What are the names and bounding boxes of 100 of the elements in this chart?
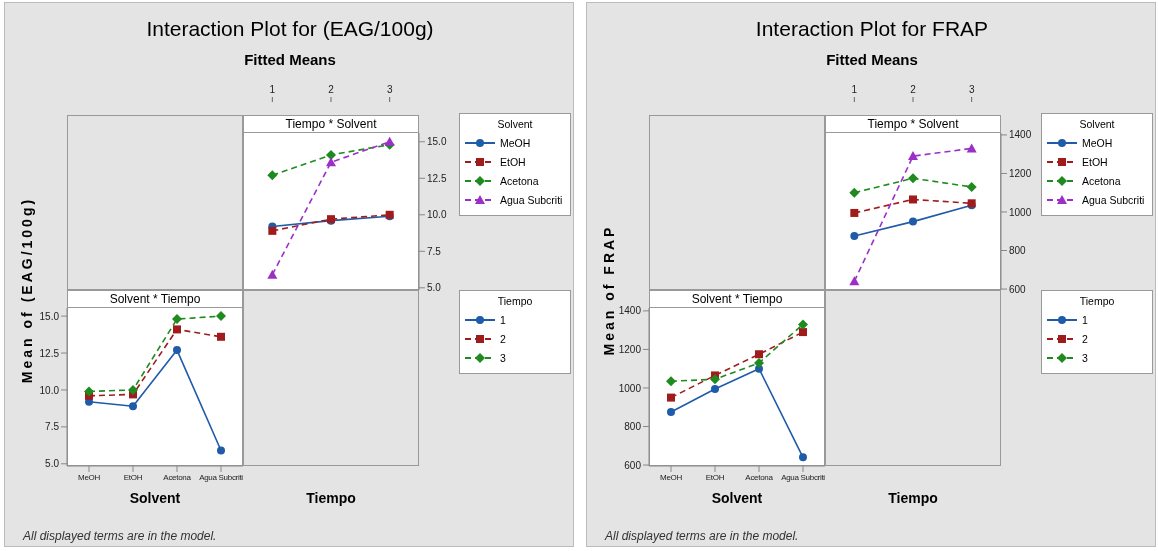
y-tick-label: 15.0 — [427, 136, 447, 148]
legend-label: Agua Subcriti — [1082, 193, 1145, 206]
point — [850, 232, 859, 241]
x-axis-title: Tiempo — [305, 490, 357, 506]
x-tick-label: Agua Subcriti — [781, 472, 826, 482]
point — [909, 217, 917, 226]
y-tick-label: 12.5 — [427, 172, 447, 184]
legend-label: Acetona — [1082, 174, 1121, 187]
point — [268, 226, 277, 235]
x-tick-label: 3 — [968, 84, 975, 95]
point — [216, 311, 226, 322]
point — [966, 143, 977, 153]
x-tick-label: EtOH — [123, 472, 143, 482]
legend-title: Solvent — [496, 118, 534, 130]
x-tick-label: 2 — [910, 84, 917, 95]
point — [84, 386, 94, 397]
x-tick-label: MeOH — [78, 472, 101, 482]
point — [173, 325, 181, 334]
y-tick-label: 600 — [624, 459, 642, 471]
legend-label: EtOH — [500, 155, 526, 168]
y-tick-label: 1000 — [618, 382, 642, 394]
point — [384, 136, 395, 146]
point — [850, 208, 859, 217]
legend-title: Solvent — [1078, 118, 1116, 130]
y-tick-label: 10.0 — [39, 384, 60, 396]
point — [666, 376, 676, 387]
legend-label: 3 — [500, 351, 506, 364]
point — [909, 195, 917, 204]
x-tick-label: 1 — [851, 84, 858, 95]
x-axis-title: Tiempo — [887, 490, 939, 506]
point — [711, 384, 719, 393]
legend-label: Acetona — [500, 174, 539, 187]
point — [908, 151, 918, 161]
y-tick-label: 5.0 — [427, 282, 442, 294]
chart-subtitle: Fitted Means — [243, 51, 337, 68]
text: Tiempo * Solvent — [825, 115, 1001, 133]
point — [667, 393, 675, 402]
x-axis-title: Solvent — [710, 490, 764, 506]
y-tick-label: 1200 — [1009, 168, 1032, 179]
y-tick-label: 7.5 — [45, 421, 60, 433]
text: Solvent * Tiempo — [649, 290, 825, 308]
x-tick-label: 2 — [328, 84, 335, 95]
text: Tiempo * Solvent — [243, 115, 419, 133]
legend-label: 2 — [1082, 332, 1088, 345]
point — [798, 319, 808, 330]
x-tick-label: Acetona — [163, 472, 192, 482]
legend-label: 3 — [1082, 351, 1088, 364]
point — [849, 276, 860, 286]
point — [172, 314, 182, 325]
point — [326, 149, 336, 160]
point — [667, 408, 675, 417]
y-tick-label: 1200 — [618, 343, 642, 355]
point — [966, 181, 977, 192]
chart-title: Interaction Plot for FRAP — [754, 17, 990, 41]
y-tick-label: 1400 — [1009, 129, 1032, 141]
legend-label: MeOH — [500, 136, 531, 149]
point — [217, 446, 225, 455]
y-tick-label: 1000 — [1009, 206, 1032, 218]
point — [173, 346, 181, 355]
x-tick-label: Agua Subcriti — [199, 472, 244, 482]
legend-label: EtOH — [1082, 155, 1108, 168]
y-tick-label: 12.5 — [39, 347, 60, 359]
point — [754, 357, 764, 368]
point — [799, 328, 807, 337]
point — [129, 402, 137, 411]
legend-label: 2 — [500, 332, 506, 345]
legend-title: Tiempo — [496, 295, 534, 307]
x-tick-label: 3 — [386, 84, 393, 95]
x-axis-title: Solvent — [128, 490, 182, 506]
legend-label: 1 — [1082, 313, 1088, 326]
chart-title: Interaction Plot for (EAG/100g) — [145, 17, 435, 41]
point — [908, 173, 918, 184]
chart-subtitle: Fitted Means — [825, 51, 919, 68]
point — [326, 157, 336, 167]
y-tick-label: 800 — [1009, 245, 1027, 257]
y-tick-label: 600 — [1009, 283, 1027, 295]
point — [710, 374, 720, 385]
text: All displayed terms are in the model. — [605, 529, 799, 543]
point — [267, 170, 278, 181]
y-tick-label: 800 — [624, 421, 642, 433]
y-tick-label: 10.0 — [427, 209, 447, 221]
point — [267, 269, 278, 279]
legend-label: 1 — [500, 313, 506, 326]
text: All displayed terms are in the model. — [23, 529, 217, 543]
point — [217, 332, 225, 341]
x-tick-label: Acetona — [745, 472, 774, 482]
y-tick-label: 5.0 — [45, 458, 60, 470]
x-tick-label: EtOH — [705, 472, 725, 482]
y-tick-label: 1400 — [618, 305, 642, 317]
text: Solvent * Tiempo — [67, 290, 243, 308]
legend-title: Tiempo — [1078, 295, 1116, 307]
y-tick-label: 15.0 — [39, 310, 60, 322]
y-axis-title: Mean of (EAG/100g) — [19, 196, 35, 384]
x-tick-label: 1 — [269, 84, 276, 95]
y-tick-label: 7.5 — [427, 245, 442, 257]
legend-label: MeOH — [1082, 136, 1113, 149]
point — [849, 187, 860, 198]
point — [799, 453, 807, 462]
legend-label: Agua Subcriti — [500, 193, 563, 206]
point — [755, 350, 763, 359]
